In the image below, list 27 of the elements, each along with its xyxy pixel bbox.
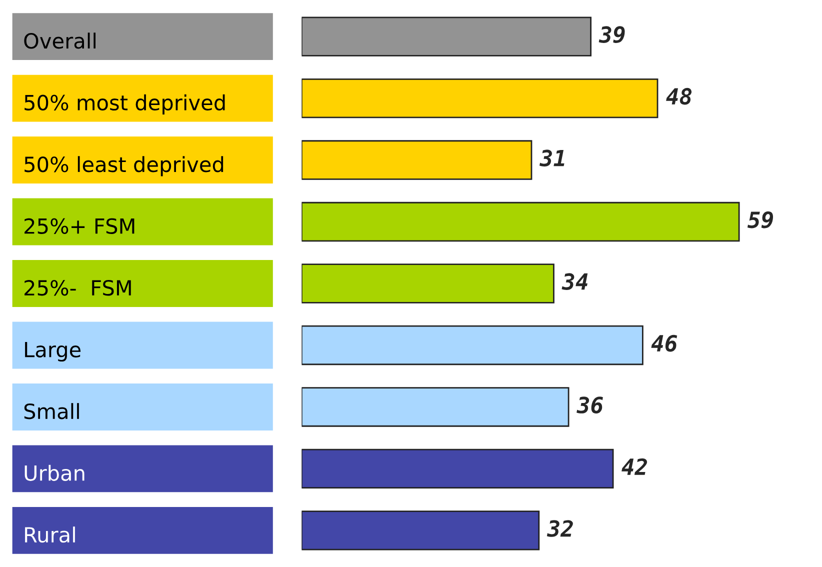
data-label: 42 bbox=[622, 458, 648, 475]
data-label: 31 bbox=[539, 150, 564, 166]
bar bbox=[302, 78, 658, 118]
data-label: 59 bbox=[747, 211, 774, 228]
y-tick-label: 25%- FSM bbox=[24, 280, 131, 296]
y-tick-label: 50% least deprived bbox=[24, 156, 224, 176]
y-tick-label: 25%+ FSM bbox=[24, 218, 134, 234]
y-tick-label: 50% most deprived bbox=[24, 94, 225, 115]
bar bbox=[302, 264, 554, 304]
data-label: 36 bbox=[576, 396, 603, 414]
bar bbox=[302, 510, 540, 550]
data-label: 34 bbox=[562, 273, 588, 290]
y-tick-label: Small bbox=[24, 403, 79, 420]
bar bbox=[302, 387, 570, 427]
bar bbox=[302, 16, 592, 56]
bar bbox=[302, 140, 532, 180]
y-tick-label: Large bbox=[25, 342, 81, 362]
data-label: 39 bbox=[598, 26, 625, 44]
y-tick-label: Rural bbox=[25, 526, 75, 543]
y-tick-label: Overall bbox=[24, 32, 96, 49]
data-label: 48 bbox=[666, 88, 692, 105]
data-label: 46 bbox=[651, 334, 678, 352]
bar bbox=[302, 448, 614, 489]
bar bbox=[302, 325, 644, 366]
y-tick-label: Urban bbox=[24, 464, 84, 481]
data-label: 32 bbox=[546, 520, 573, 537]
bar bbox=[302, 202, 740, 242]
